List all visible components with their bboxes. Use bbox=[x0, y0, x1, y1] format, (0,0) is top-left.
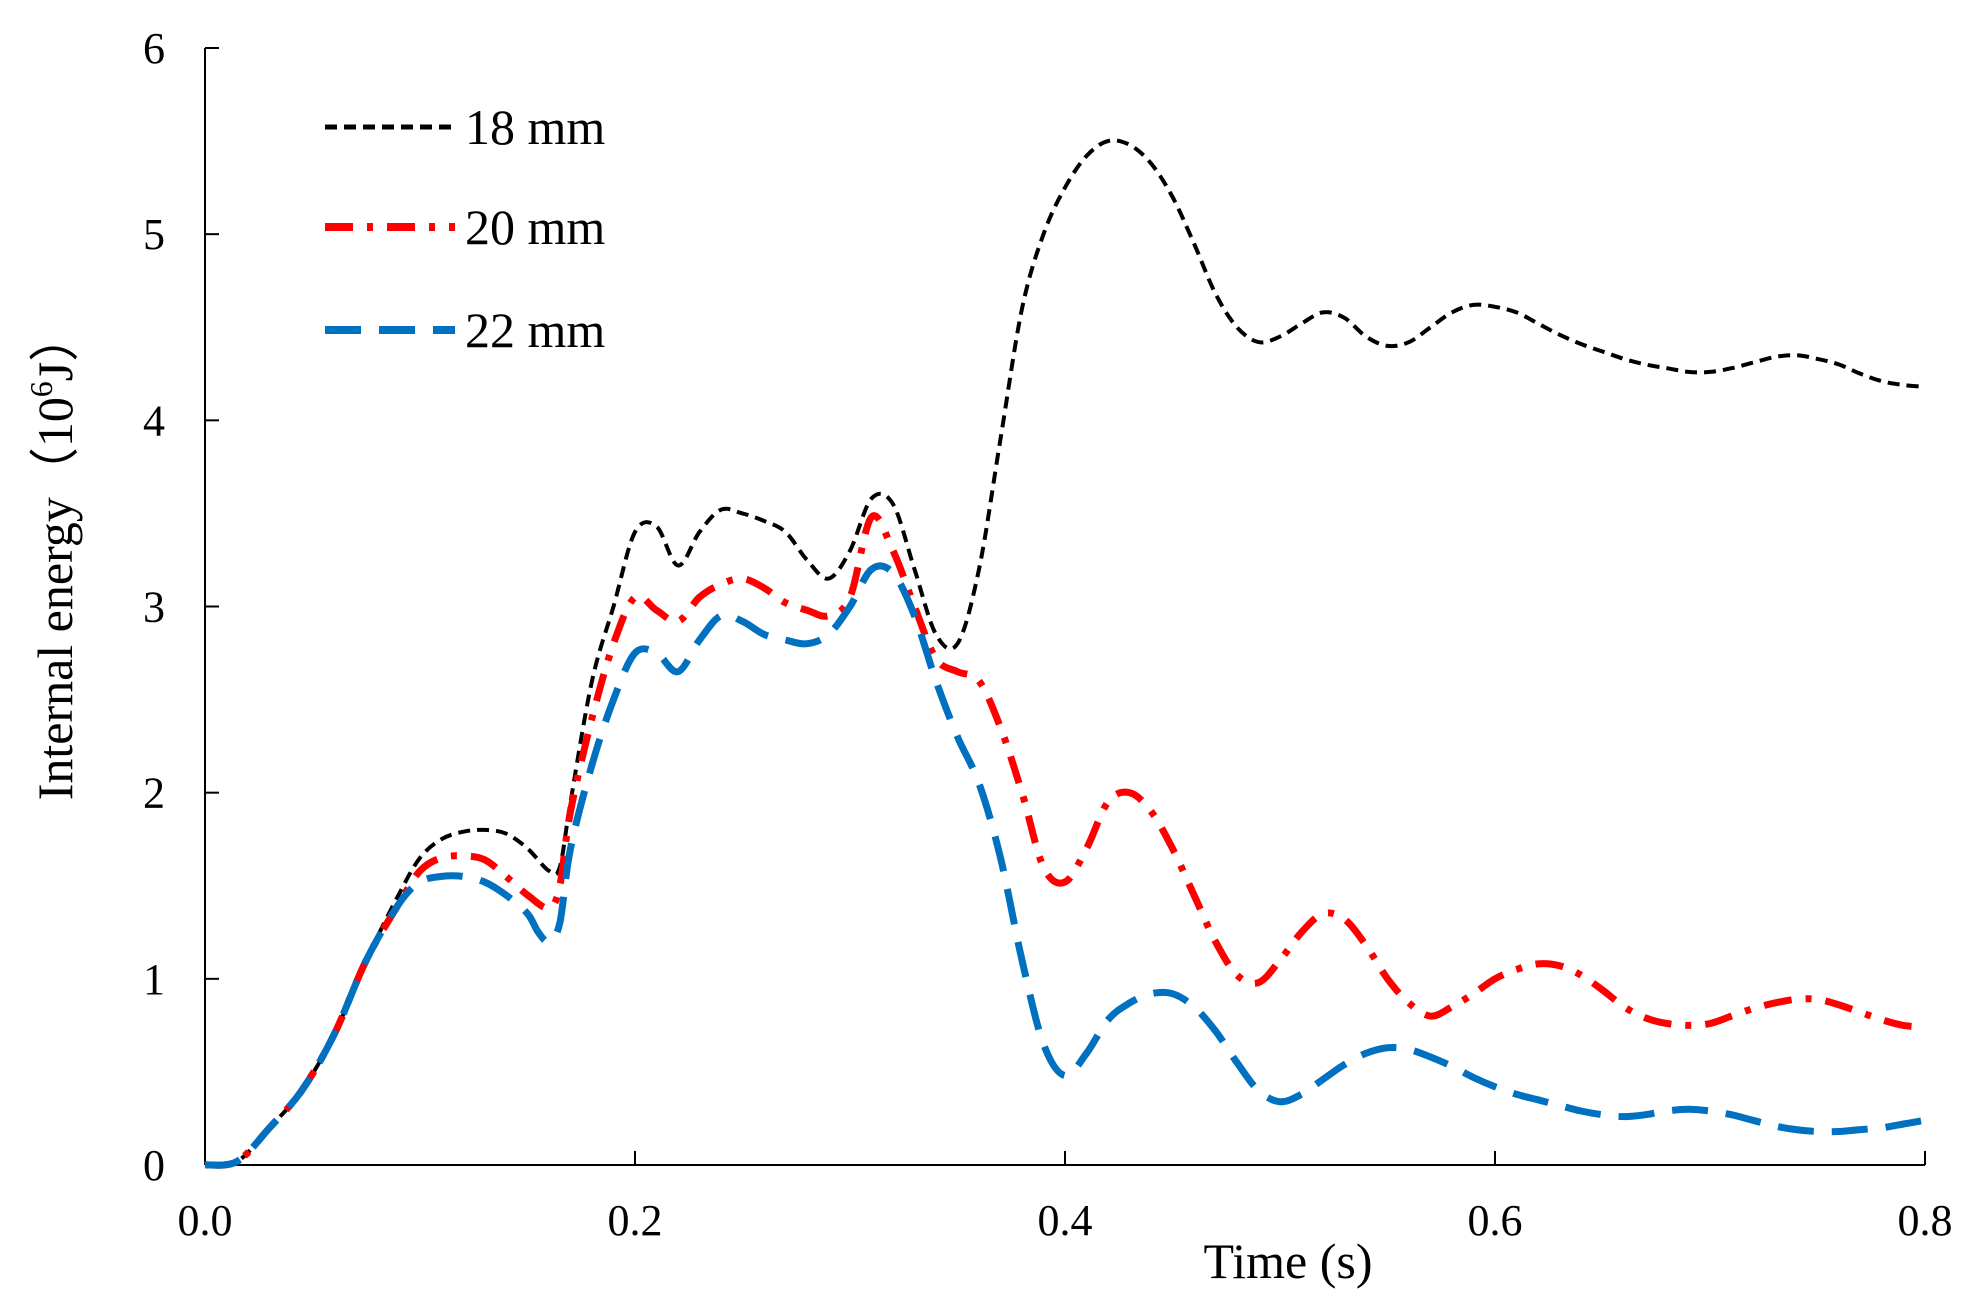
legend: 18 mm 20 mm 22 mm bbox=[325, 99, 605, 358]
y-ticks: 0 1 2 3 4 5 6 bbox=[143, 24, 219, 1190]
x-tick-label: 0.8 bbox=[1898, 1196, 1953, 1245]
y-tick-label: 4 bbox=[143, 396, 165, 445]
axes bbox=[204, 48, 1925, 1166]
y-tick-label: 2 bbox=[143, 769, 165, 818]
x-axis-title: Time (s) bbox=[1203, 1233, 1372, 1289]
legend-label-18mm: 18 mm bbox=[465, 99, 605, 155]
y-tick-label: 1 bbox=[143, 955, 165, 1004]
y-axis-title-prefix: Internal energy（10 bbox=[27, 397, 83, 800]
legend-label-22mm: 22 mm bbox=[465, 302, 605, 358]
y-tick-label: 6 bbox=[143, 24, 165, 73]
series-line-18mm bbox=[204, 138, 1926, 1168]
y-axis-title-suffix: J） bbox=[27, 312, 83, 381]
y-axis-title-exponent: 6 bbox=[23, 381, 59, 397]
x-ticks: 0.0 0.2 0.4 0.6 0.8 bbox=[178, 1151, 1953, 1245]
y-tick-label: 3 bbox=[143, 583, 165, 632]
x-tick-label: 0.2 bbox=[608, 1196, 663, 1245]
y-tick-label: 0 bbox=[143, 1141, 165, 1190]
x-tick-label: 0.4 bbox=[1038, 1196, 1093, 1245]
legend-label-20mm: 20 mm bbox=[465, 199, 605, 255]
x-tick-label: 0.6 bbox=[1468, 1196, 1523, 1245]
series-line-20mm bbox=[204, 512, 1926, 1169]
y-tick-label: 5 bbox=[143, 210, 165, 259]
x-tick-label: 0.0 bbox=[178, 1196, 233, 1245]
y-axis-title: Internal energy（106J） bbox=[23, 312, 83, 801]
series-line-22mm bbox=[204, 562, 1926, 1169]
series-group bbox=[204, 138, 1926, 1169]
